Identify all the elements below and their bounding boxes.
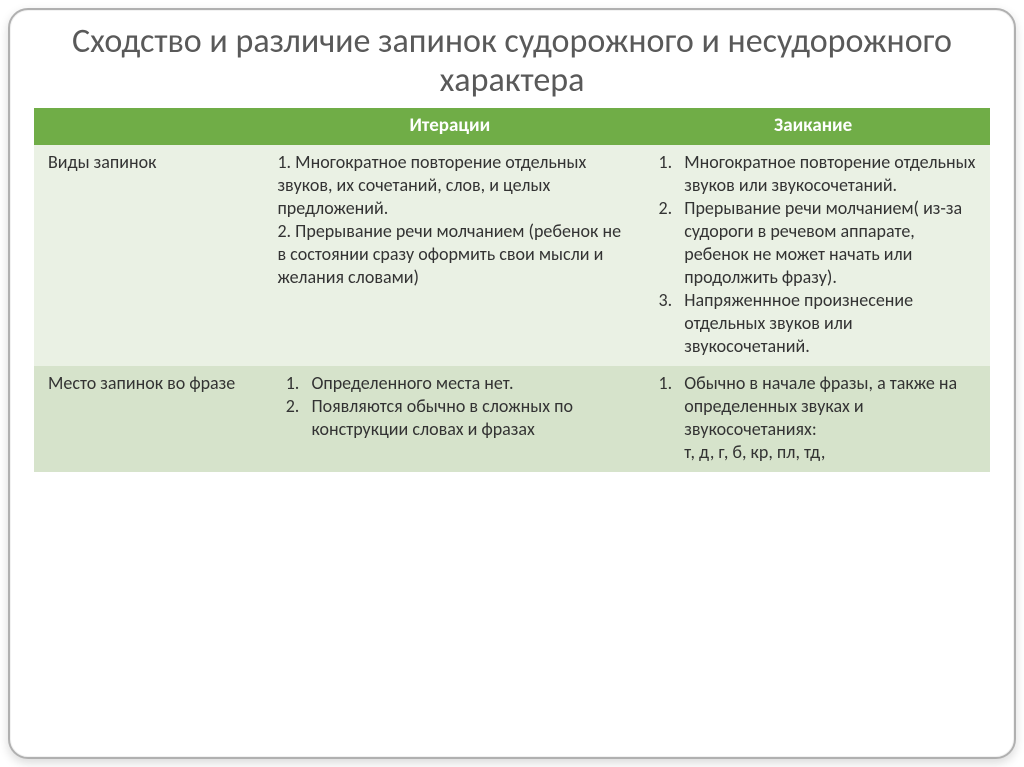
list-item: Появляются обычно в сложных по конструкц…	[303, 395, 626, 441]
list-item: Многократное повторение отдельных звуков…	[676, 151, 980, 197]
slide-title: Сходство и различие запинок судорожного …	[34, 22, 990, 100]
trailing-line: т, д, г, б, кр, пл, тд,	[650, 441, 980, 464]
slide-frame: Сходство и различие запинок судорожного …	[8, 8, 1016, 759]
row-label: Место запинок во фразе	[34, 366, 263, 472]
table-header-row: Итерации Заикание	[34, 108, 990, 144]
row-label: Виды запинок	[34, 145, 263, 366]
header-iterations: Итерации	[263, 108, 636, 144]
list-item: Обычно в начале фразы, а также на опреде…	[676, 372, 980, 441]
list-item: Определенного места нет.	[303, 372, 626, 395]
ordered-list: Определенного места нет. Появляются обыч…	[277, 372, 626, 441]
cell-stuttering: Обычно в начале фразы, а также на опреде…	[636, 366, 990, 472]
list-item: Прерывание речи молчанием( из-за судорог…	[676, 197, 980, 289]
table-row: Виды запинок 1. Многократное повторение …	[34, 145, 990, 366]
table-row: Место запинок во фразе Определенного мес…	[34, 366, 990, 472]
list-raw: 1. Многократное повторение отдельных зву…	[277, 151, 626, 289]
cell-stuttering: Многократное повторение отдельных звуков…	[636, 145, 990, 366]
comparison-table: Итерации Заикание Виды запинок 1. Многок…	[34, 108, 990, 472]
list-item: Напряженнное произнесение отдельных звук…	[676, 289, 980, 358]
cell-iterations: 1. Многократное повторение отдельных зву…	[263, 145, 636, 366]
ordered-list: Обычно в начале фразы, а также на опреде…	[650, 372, 980, 441]
cell-iterations: Определенного места нет. Появляются обыч…	[263, 366, 636, 472]
ordered-list: Многократное повторение отдельных звуков…	[650, 151, 980, 358]
header-blank	[34, 108, 263, 144]
header-stuttering: Заикание	[636, 108, 990, 144]
